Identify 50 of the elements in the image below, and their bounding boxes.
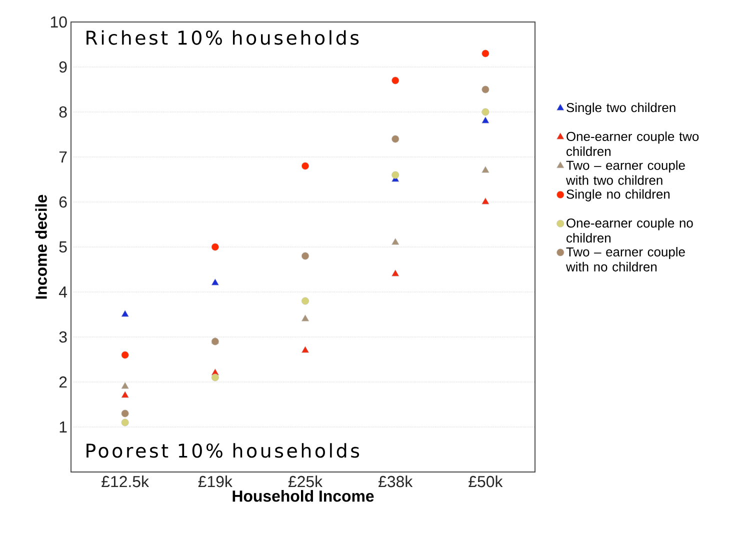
point [211, 278, 219, 286]
point [121, 391, 129, 398]
x-tick-label: £12.5k [102, 476, 149, 488]
y-tick-label: 3 [59, 331, 67, 343]
y-tick-label: 9 [59, 61, 67, 73]
point [482, 108, 490, 116]
point [211, 374, 219, 382]
annotation: Poorest 10% households [86, 443, 360, 458]
y-tick-label: 6 [59, 196, 67, 208]
legend-label: Two – earner couple with two children [566, 160, 685, 185]
point [302, 297, 309, 305]
legend-label: Single no children [566, 189, 670, 202]
point [121, 418, 129, 426]
point [482, 50, 490, 58]
x-tick-label: £19k [198, 476, 232, 488]
point [482, 86, 490, 94]
x-tick-label: £38k [378, 476, 413, 488]
y-tick-label: 7 [59, 152, 67, 162]
y-tick-label: 4 [58, 286, 68, 298]
y-tick-label: 2 [59, 376, 67, 388]
point [211, 243, 219, 251]
x-tick-label: £50k [468, 476, 503, 488]
y-axis-title: Income decile [35, 194, 47, 299]
point [482, 166, 490, 173]
point [302, 252, 309, 260]
y-tick-label: 5 [59, 241, 67, 253]
point [482, 116, 490, 124]
legend-label: One-earner couple no children [566, 218, 693, 243]
point [392, 171, 400, 179]
point [392, 76, 400, 84]
point [482, 198, 490, 204]
point [301, 314, 310, 322]
legend-label: One-earner couple two children [566, 132, 699, 156]
point [301, 346, 310, 353]
x-axis-title: Household Income [232, 490, 374, 502]
point [121, 410, 129, 418]
point [392, 238, 400, 245]
point [392, 270, 400, 276]
y-tick-label: 10 [50, 16, 67, 28]
legend-label: Single two children [566, 102, 676, 115]
point [121, 351, 129, 359]
annotation: Richest 10% households [86, 30, 359, 45]
legend-label: Two – earner couple with no children [566, 246, 685, 272]
point [302, 162, 309, 170]
y-tick-label: 8 [59, 106, 67, 118]
point [392, 135, 400, 143]
x-tick-label: £25k [288, 476, 323, 488]
point [121, 310, 129, 317]
y-tick-label: 1 [60, 422, 67, 432]
point [121, 382, 129, 389]
